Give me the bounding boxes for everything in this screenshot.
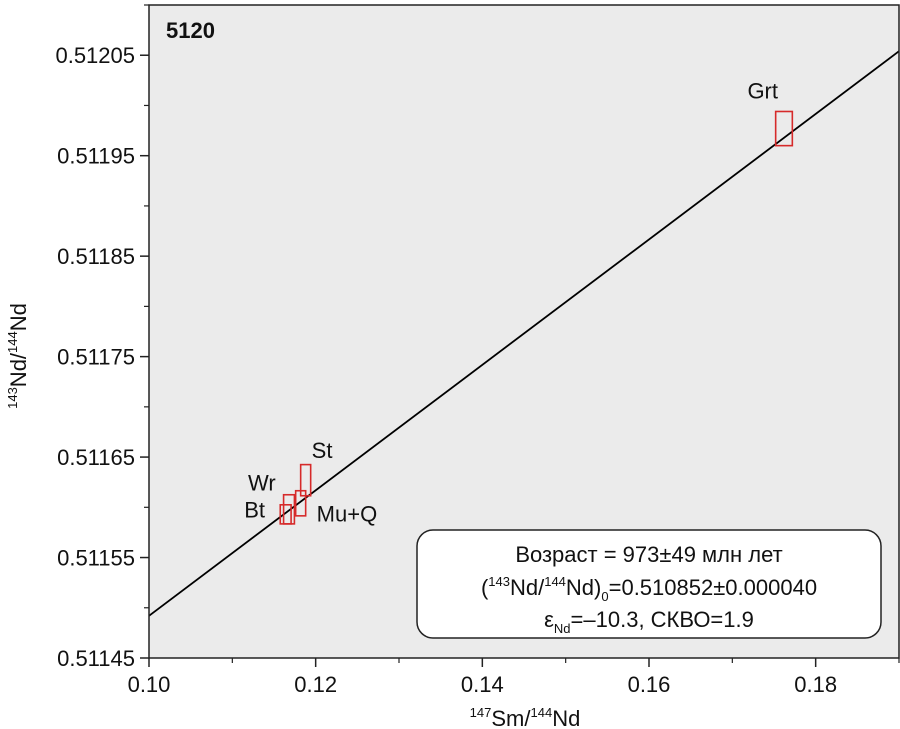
info-box-frame xyxy=(416,529,882,639)
x-tick-label: 0.16 xyxy=(628,672,671,697)
x-tick-label: 0.18 xyxy=(794,672,837,697)
y-tick-label: 0.51145 xyxy=(57,646,135,671)
x-tick-label: 0.12 xyxy=(294,672,337,697)
chart-title: 5120 xyxy=(166,18,215,43)
age-text: Возраст = 973±49 млн лет xyxy=(515,542,782,567)
point-label: Bt xyxy=(244,497,265,522)
epsilon-mswd-text: εNd=–10.3, СКВО=1.9 xyxy=(544,607,754,636)
y-tick-label: 0.51175 xyxy=(57,345,135,370)
point-label: St xyxy=(312,438,333,463)
x-tick-label: 0.10 xyxy=(128,672,171,697)
axis-ticks xyxy=(140,4,900,667)
point-label: Grt xyxy=(747,79,778,104)
error-box xyxy=(299,463,312,497)
y-tick-label: 0.51195 xyxy=(57,144,135,169)
point-label: Wr xyxy=(248,470,276,495)
point-label: Mu+Q xyxy=(317,501,378,526)
initial-ratio-text: (143Nd/144Nd)0=0.510852±0.000040 xyxy=(481,574,817,604)
info-box: Возраст = 973±49 млн лет (143Nd/144Nd)0=… xyxy=(416,529,882,639)
y-axis-label: 143Nd/144Nd xyxy=(5,303,31,409)
tick-labels: 0.10 0.12 0.14 0.16 0.18 0.51145 0.51155 0.5116… xyxy=(55,43,837,697)
y-tick-label: 0.51155 xyxy=(57,546,135,571)
error-box xyxy=(774,110,794,147)
plot-frame xyxy=(148,4,900,659)
x-tick-label: 0.14 xyxy=(461,672,504,697)
isochron-line xyxy=(148,50,900,617)
y-tick-label: 0.51165 xyxy=(57,445,135,470)
y-tick-label: 0.51205 xyxy=(55,43,135,68)
x-axis-label: 147Sm/144Nd xyxy=(470,705,581,729)
error-box xyxy=(279,503,292,525)
y-tick-label: 0.51185 xyxy=(57,244,135,269)
